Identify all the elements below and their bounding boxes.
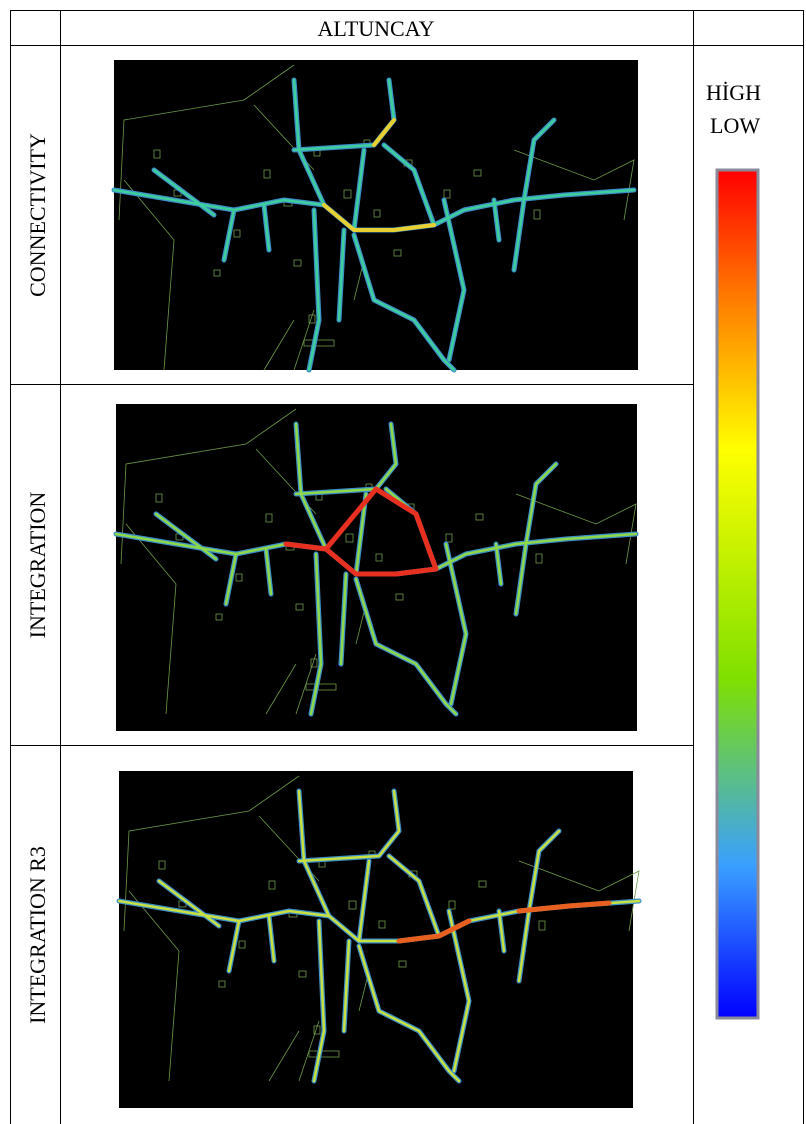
row-label: INTEGRATION R3 [25, 846, 50, 1024]
legend-high: HİGH [706, 80, 761, 105]
header-title: ALTUNCAY [318, 16, 435, 41]
map-integration-r3 [119, 771, 639, 1108]
legend-low: LOW [710, 113, 760, 138]
figure-table: ALTUNCAY CONNECTIVITY INTEGRATION INTEGR… [0, 0, 806, 1124]
page: ALTUNCAY CONNECTIVITY INTEGRATION INTEGR… [0, 0, 806, 1124]
color-scale [717, 170, 758, 1018]
map-connectivity [114, 60, 638, 370]
map-integration [116, 404, 637, 731]
map-background [116, 404, 637, 731]
row-label: INTEGRATION [25, 492, 50, 639]
map-background [114, 60, 638, 370]
row-label: CONNECTIVITY [25, 133, 50, 297]
